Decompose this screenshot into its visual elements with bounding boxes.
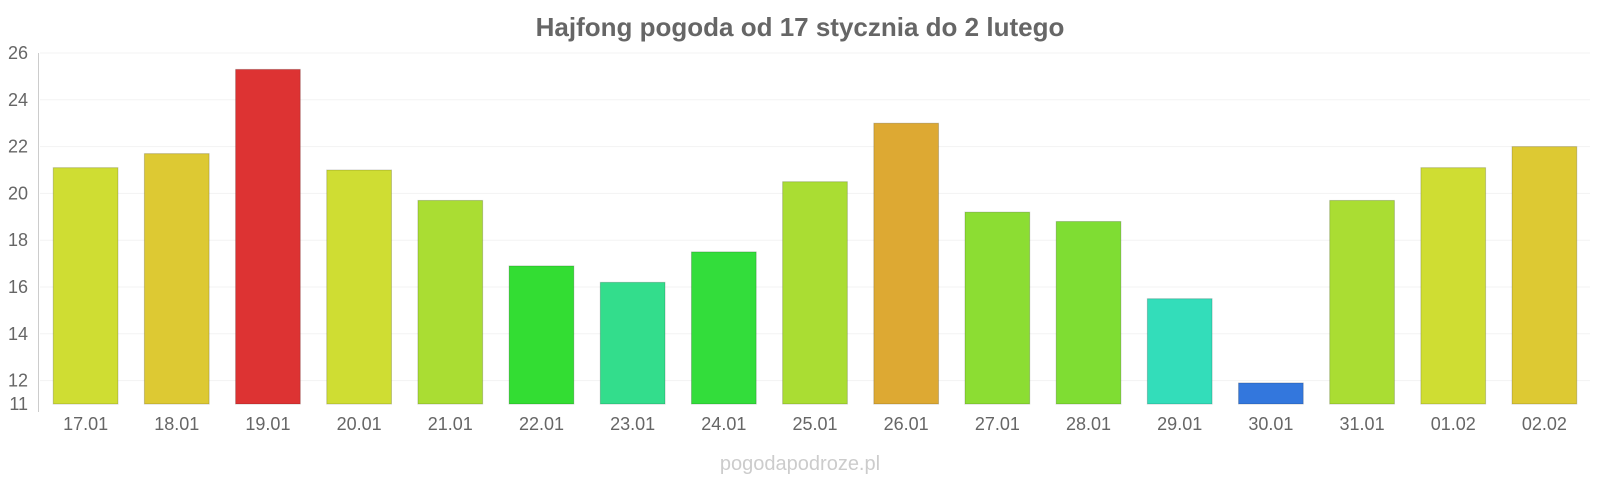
bar	[599, 281, 666, 405]
bar	[52, 167, 119, 405]
bar	[143, 153, 210, 405]
x-tick-label: 18.01	[154, 414, 199, 434]
x-tick-label: 23.01	[610, 414, 655, 434]
bar	[1511, 146, 1578, 405]
x-tick-label: 20.01	[337, 414, 382, 434]
y-tick-label: 11	[9, 394, 28, 414]
bar	[1420, 167, 1487, 405]
x-tick-label: 22.01	[519, 414, 564, 434]
bar	[235, 68, 301, 405]
bar	[1238, 382, 1304, 405]
y-tick-label: 14	[8, 324, 28, 344]
y-axis-ticks: 11 12 14 16 18 20 22 24 26	[8, 43, 28, 414]
chart-title: Hajfong pogoda od 17 stycznia do 2 luteg…	[536, 12, 1065, 42]
bar	[508, 265, 575, 405]
y-tick-label: 20	[8, 183, 28, 203]
watermark: pogodapodroze.pl	[720, 453, 880, 475]
bar	[1055, 220, 1122, 405]
x-tick-label: 27.01	[975, 414, 1020, 434]
bar	[1329, 199, 1395, 405]
bar	[417, 199, 484, 405]
x-tick-label: 19.01	[245, 414, 290, 434]
y-tick-label: 24	[8, 90, 28, 110]
x-tick-label: 30.01	[1248, 414, 1293, 434]
bar	[782, 181, 848, 405]
y-tick-label: 16	[8, 277, 28, 297]
bars	[52, 68, 1578, 405]
bar	[326, 169, 392, 405]
x-tick-label: 28.01	[1066, 414, 1111, 434]
y-tick-label: 22	[8, 137, 28, 157]
x-tick-label: 24.01	[701, 414, 746, 434]
bar	[1146, 298, 1213, 405]
x-tick-label: 21.01	[428, 414, 473, 434]
x-tick-label: 26.01	[884, 414, 929, 434]
bar	[690, 251, 757, 405]
bar	[964, 211, 1031, 405]
x-tick-label: 25.01	[792, 414, 837, 434]
y-tick-label: 12	[8, 371, 28, 391]
x-tick-label: 29.01	[1157, 414, 1202, 434]
x-tick-label: 01.02	[1431, 414, 1476, 434]
x-axis-ticks: 17.01 18.01 19.01 20.01 21.01 22.01 23.01 24.01…	[63, 414, 1567, 434]
x-tick-label: 31.01	[1340, 414, 1385, 434]
y-tick-label: 26	[8, 43, 28, 63]
x-tick-label: 02.02	[1522, 414, 1567, 434]
x-tick-label: 17.01	[63, 414, 108, 434]
y-tick-label: 18	[8, 230, 28, 250]
bar	[873, 122, 940, 405]
